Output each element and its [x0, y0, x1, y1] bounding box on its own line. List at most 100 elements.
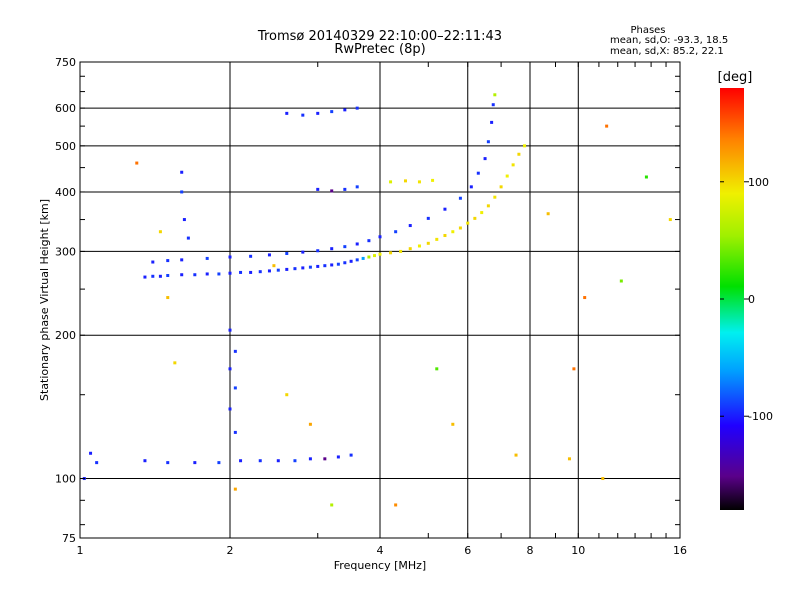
data-point	[316, 111, 320, 115]
x-tick-label: 1	[77, 544, 84, 557]
data-point	[511, 163, 515, 167]
y-tick-label: 300	[55, 245, 76, 258]
data-point	[417, 244, 421, 248]
data-point	[378, 252, 382, 256]
data-point	[330, 247, 334, 251]
data-point	[408, 247, 412, 251]
data-point	[499, 185, 503, 189]
x-tick-label: 10	[571, 544, 585, 557]
y-tick-label: 600	[55, 102, 76, 115]
data-point	[330, 110, 334, 114]
data-point	[361, 256, 365, 260]
data-point	[451, 230, 455, 234]
data-point	[233, 349, 237, 353]
data-point	[173, 361, 177, 365]
data-point	[308, 265, 312, 269]
data-point	[483, 157, 487, 161]
data-point	[408, 224, 412, 228]
data-point	[143, 275, 147, 279]
data-point	[493, 93, 497, 97]
data-point	[367, 239, 371, 243]
data-point	[355, 185, 359, 189]
data-point	[443, 234, 447, 238]
data-point	[493, 195, 497, 199]
data-point	[426, 216, 430, 220]
data-point	[336, 455, 340, 459]
y-tick-label: 500	[55, 140, 76, 153]
data-point	[367, 255, 371, 259]
data-point	[431, 178, 435, 182]
colorbar-tick-label: 100	[748, 176, 769, 189]
data-point	[267, 269, 271, 273]
data-point	[285, 393, 289, 397]
data-point	[443, 207, 447, 211]
data-point	[228, 407, 232, 411]
data-point	[349, 259, 353, 263]
data-point	[514, 453, 518, 457]
x-tick-label: 6	[464, 544, 471, 557]
data-point	[394, 503, 398, 507]
data-point	[158, 230, 162, 234]
data-point	[490, 120, 494, 124]
data-point	[323, 264, 327, 268]
data-point	[233, 487, 237, 491]
y-tick-label: 750	[55, 56, 76, 69]
data-point	[373, 254, 377, 258]
data-point	[193, 461, 197, 465]
data-point	[95, 461, 99, 465]
data-point	[473, 216, 477, 220]
data-point	[205, 272, 209, 276]
data-point	[249, 254, 253, 258]
data-point	[330, 263, 334, 267]
data-point	[486, 204, 490, 208]
data-point	[301, 266, 305, 270]
x-tick-label: 4	[377, 544, 384, 557]
data-point	[343, 261, 347, 265]
data-point	[166, 296, 170, 300]
data-point	[469, 185, 473, 189]
data-point	[228, 328, 232, 332]
data-point	[378, 235, 382, 239]
chart-subtitle: RwPretec (8p)	[334, 42, 425, 57]
data-point	[180, 170, 184, 174]
data-point	[205, 256, 209, 260]
data-point	[523, 144, 527, 148]
data-point	[166, 461, 170, 465]
colorbar-tick-label: -100	[748, 410, 773, 423]
y-axis-label: Stationary phase Virtual Height [km]	[38, 199, 51, 401]
data-point	[166, 259, 170, 263]
data-point	[276, 459, 280, 463]
data-point	[258, 270, 262, 274]
data-point	[182, 218, 186, 222]
data-point	[394, 230, 398, 234]
data-point	[143, 459, 147, 463]
data-point	[349, 453, 353, 457]
x-axis-label: Frequency [MHz]	[334, 559, 426, 572]
data-point	[228, 271, 232, 275]
data-point	[567, 457, 571, 461]
data-point	[355, 106, 359, 110]
x-tick-label: 8	[527, 544, 534, 557]
data-point	[601, 477, 605, 481]
data-point	[276, 268, 280, 272]
data-point	[89, 451, 93, 455]
data-point	[285, 251, 289, 255]
data-point	[546, 212, 550, 216]
data-point	[435, 367, 439, 371]
data-point	[151, 260, 155, 264]
data-point	[249, 270, 253, 274]
data-point	[301, 113, 305, 117]
data-point	[151, 274, 155, 278]
data-point	[316, 264, 320, 268]
data-point	[285, 111, 289, 115]
data-point	[217, 272, 221, 276]
data-point	[228, 255, 232, 259]
data-point	[158, 274, 162, 278]
data-point	[308, 457, 312, 461]
data-point	[217, 461, 221, 465]
data-point	[180, 273, 184, 277]
x-tick-label: 16	[673, 544, 687, 557]
data-point	[308, 422, 312, 426]
y-tick-label: 75	[62, 532, 76, 545]
data-point	[258, 459, 262, 463]
